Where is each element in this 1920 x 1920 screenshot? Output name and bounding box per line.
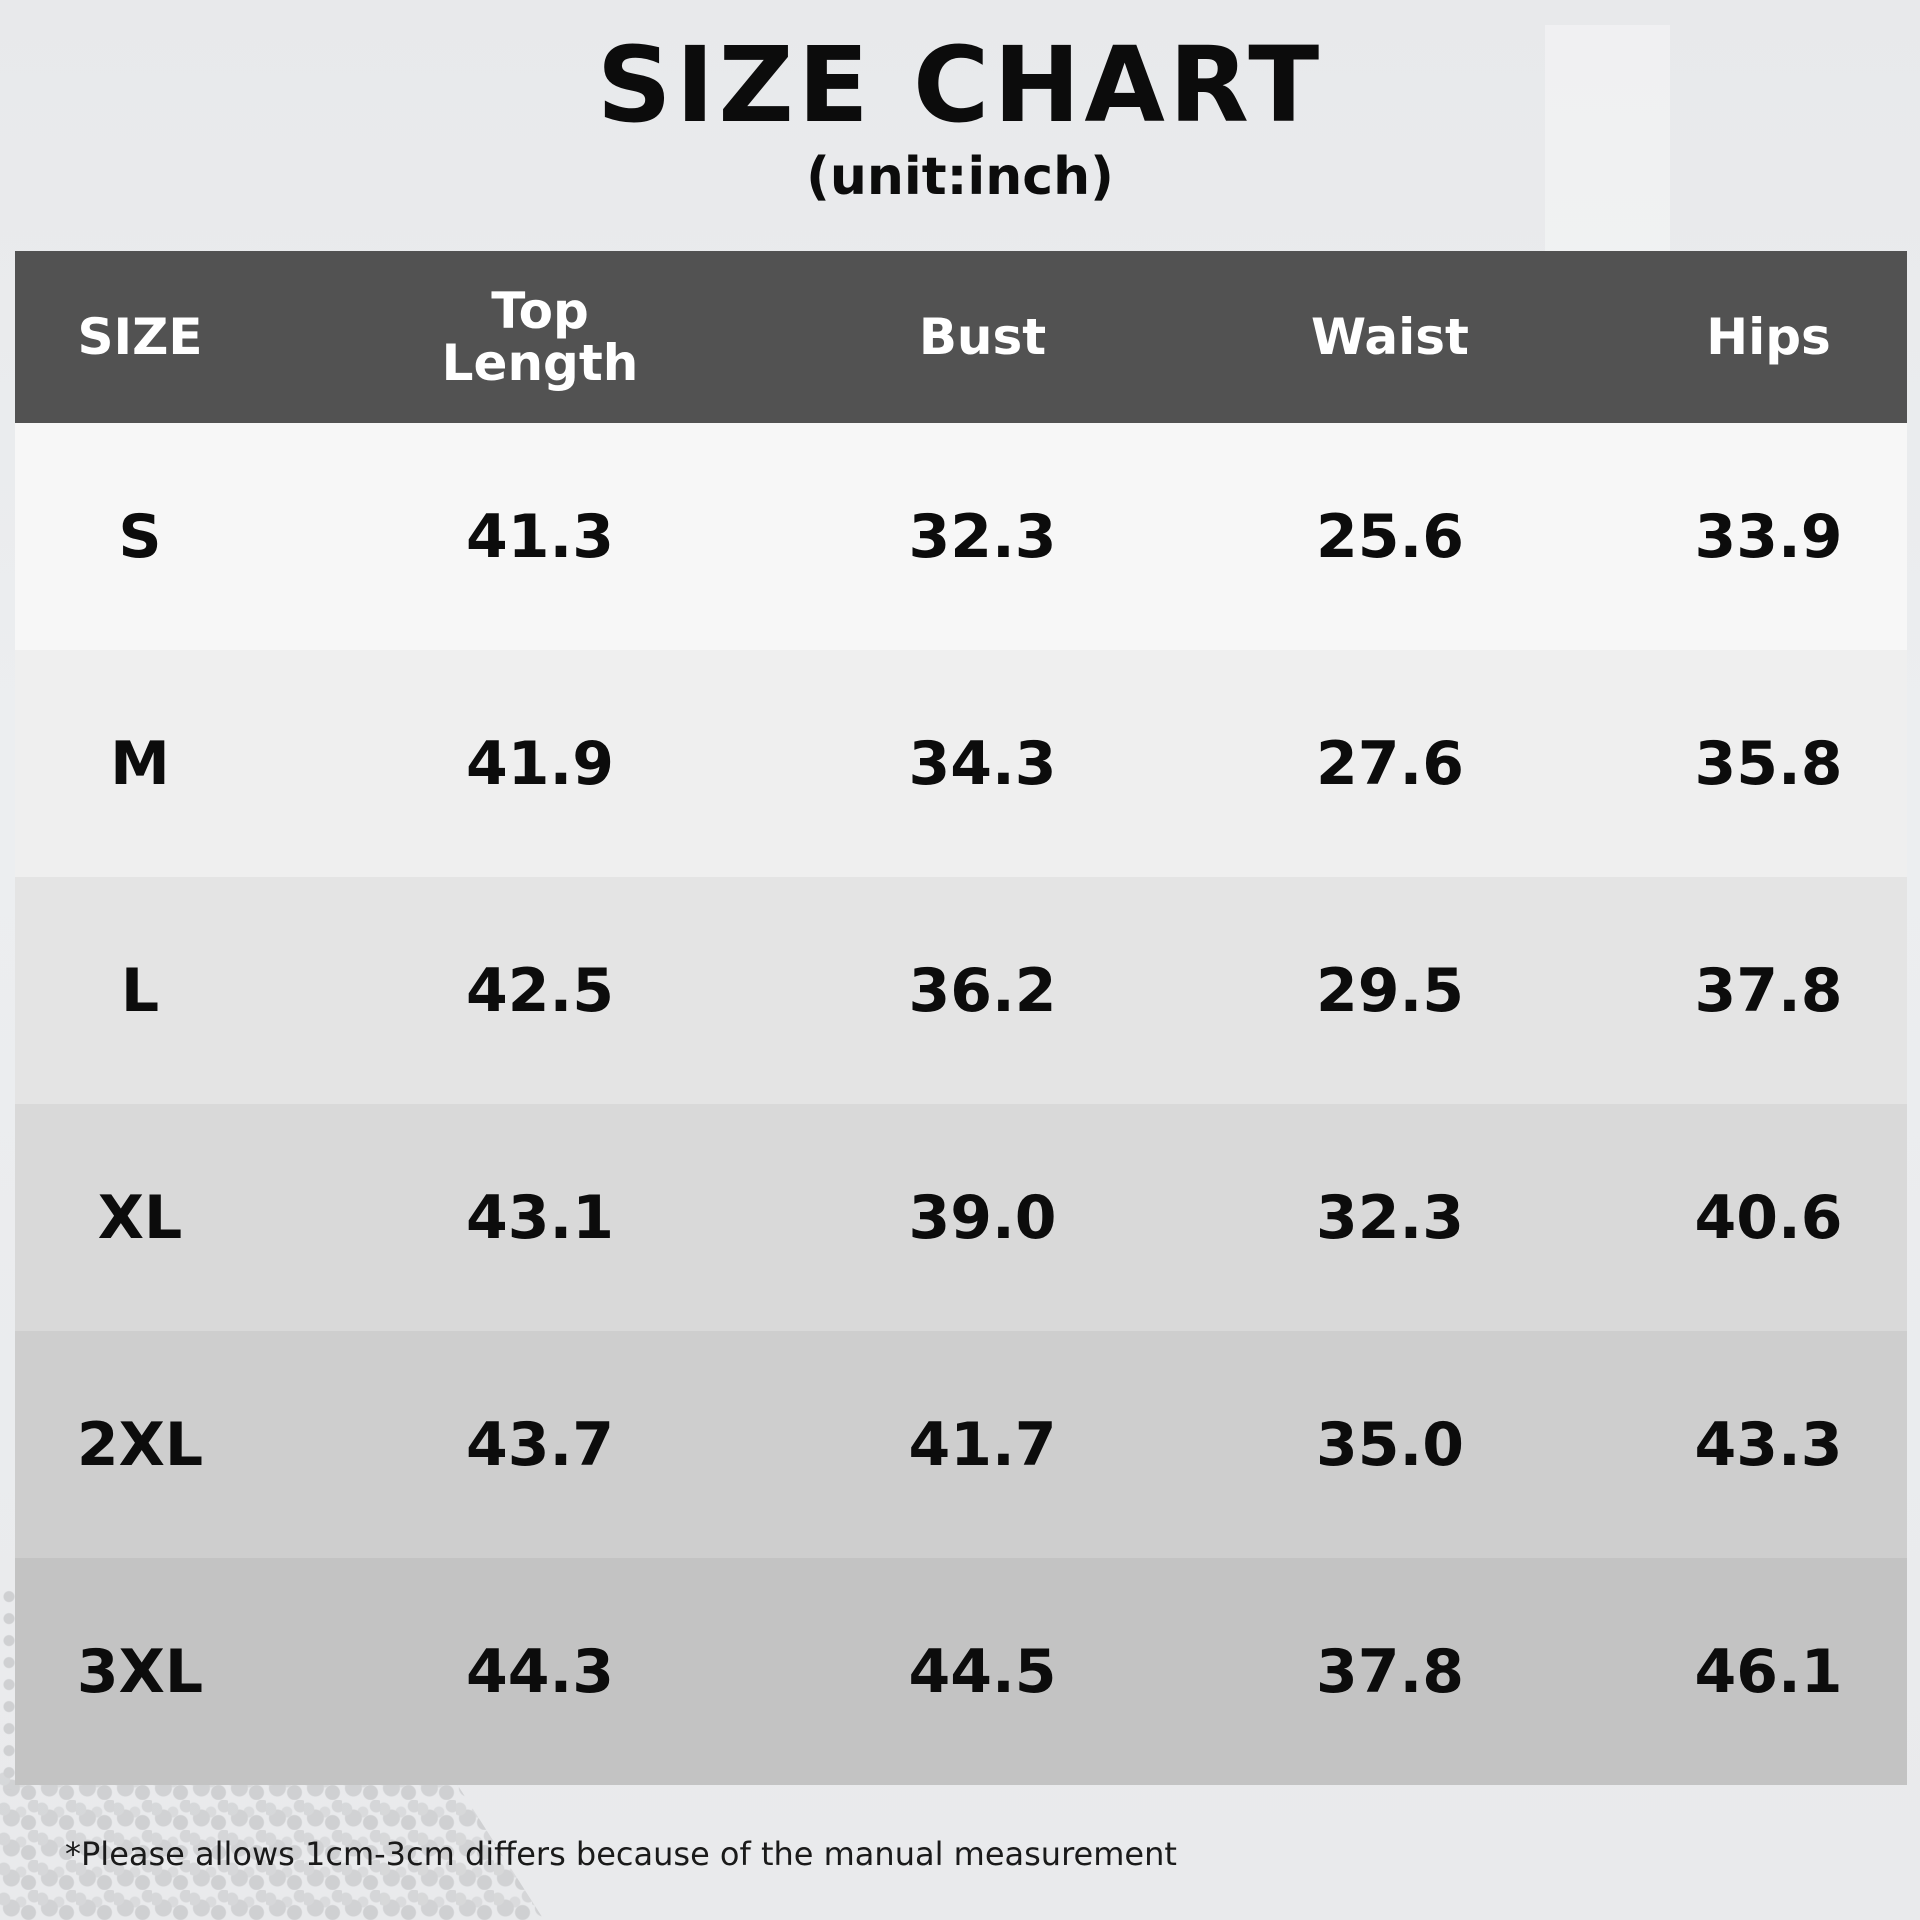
measurement-footnote: *Please allows 1cm-3cm differs because o… <box>65 1835 1177 1873</box>
bust-cell: 39.0 <box>815 1104 1150 1331</box>
size-cell: 3XL <box>15 1558 265 1785</box>
top-length-cell: 41.9 <box>265 650 815 877</box>
table-row: 2XL 43.7 41.7 35.0 43.3 <box>15 1331 1907 1558</box>
bust-cell: 32.3 <box>815 423 1150 650</box>
header-top-line1: Top <box>491 282 589 340</box>
table-row: L 42.5 36.2 29.5 37.8 <box>15 877 1907 1104</box>
hips-cell: 33.9 <box>1630 423 1907 650</box>
header-bust: Bust <box>815 251 1150 423</box>
top-length-cell: 44.3 <box>265 1558 815 1785</box>
size-cell: L <box>15 877 265 1104</box>
table-header-row: SIZE Top Length Bust Waist Hips <box>15 251 1907 423</box>
waist-cell: 29.5 <box>1150 877 1630 1104</box>
hips-cell: 35.8 <box>1630 650 1907 877</box>
header-top-line2: Length <box>441 334 639 392</box>
waist-cell: 35.0 <box>1150 1331 1630 1558</box>
size-cell: XL <box>15 1104 265 1331</box>
page-title: SIZE CHART <box>596 24 1324 146</box>
header-hips: Hips <box>1630 251 1907 423</box>
size-cell: 2XL <box>15 1331 265 1558</box>
hips-cell: 37.8 <box>1630 877 1907 1104</box>
hips-cell: 40.6 <box>1630 1104 1907 1331</box>
background-highlight <box>1545 25 1670 255</box>
gravel-edge <box>0 1590 18 1790</box>
waist-cell: 37.8 <box>1150 1558 1630 1785</box>
header-waist: Waist <box>1150 251 1630 423</box>
table-row: S 41.3 32.3 25.6 33.9 <box>15 423 1907 650</box>
bust-cell: 41.7 <box>815 1331 1150 1558</box>
bust-cell: 44.5 <box>815 1558 1150 1785</box>
size-cell: S <box>15 423 265 650</box>
header-top-length: Top Length <box>265 251 815 423</box>
top-length-cell: 43.1 <box>265 1104 815 1331</box>
gravel-background <box>0 1770 544 1920</box>
size-cell: M <box>15 650 265 877</box>
table-row: M 41.9 34.3 27.6 35.8 <box>15 650 1907 877</box>
top-length-cell: 41.3 <box>265 423 815 650</box>
unit-subtitle: (unit:inch) <box>806 147 1114 207</box>
bust-cell: 34.3 <box>815 650 1150 877</box>
header-size: SIZE <box>15 251 265 423</box>
hips-cell: 46.1 <box>1630 1558 1907 1785</box>
table-row: XL 43.1 39.0 32.3 40.6 <box>15 1104 1907 1331</box>
size-table: SIZE Top Length Bust Waist Hips S 41.3 3… <box>15 251 1907 1785</box>
waist-cell: 25.6 <box>1150 423 1630 650</box>
waist-cell: 32.3 <box>1150 1104 1630 1331</box>
top-length-cell: 43.7 <box>265 1331 815 1558</box>
header-top-length-label: Top Length <box>442 285 639 389</box>
bust-cell: 36.2 <box>815 877 1150 1104</box>
top-length-cell: 42.5 <box>265 877 815 1104</box>
waist-cell: 27.6 <box>1150 650 1630 877</box>
table-row: 3XL 44.3 44.5 37.8 46.1 <box>15 1558 1907 1785</box>
hips-cell: 43.3 <box>1630 1331 1907 1558</box>
